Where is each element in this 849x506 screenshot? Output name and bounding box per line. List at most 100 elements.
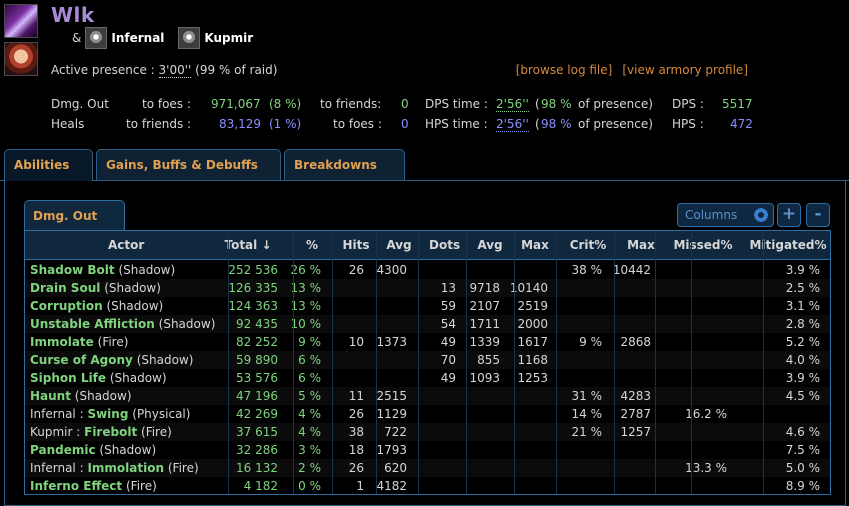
dots-cell: 49 [440,335,456,349]
ability-name[interactable]: Immolation [87,461,165,475]
hits-cell: 1 [356,479,364,493]
pets-line: & Infernal Kupmir [72,26,267,50]
column-separator [614,231,615,494]
ability-name[interactable]: Swing [87,407,129,421]
column-header-crit-pct[interactable]: Crit% [569,238,607,252]
percent-cell: 4 % [298,425,321,439]
table-row[interactable]: Infernal : Immolation (Fire) 16 132 2 % 26 6… [25,459,830,477]
ability-name[interactable]: Drain Soul [30,281,101,295]
total-cell: 124 363 [228,299,278,313]
table-row[interactable]: Inferno Effect (Fire) 4 182 0 % 1 4182 8.9 % [25,477,830,495]
column-header-total[interactable]: Total ↓ [224,238,272,252]
browse-log-link[interactable]: [browse log file] [515,63,613,77]
max-cell: 2787 [620,407,651,421]
percent-cell: 3 % [298,443,321,457]
spell-school: (Shadow) [109,371,167,385]
table-row[interactable]: Infernal : Swing (Physical) 42 269 4 % 26 11… [25,405,830,423]
gear-icon [753,207,769,223]
dot-max-cell: 2519 [517,299,548,313]
ability-name[interactable]: Shadow Bolt [30,263,115,277]
dots-cell: 59 [440,299,456,313]
total-cell: 82 252 [236,335,278,349]
columns-button[interactable]: Columns [677,203,774,227]
table-row[interactable]: Haunt (Shadow) 47 196 5 % 11 2515 31 % 4283 4.5… [25,387,830,405]
table-row[interactable]: Drain Soul (Shadow) 126 335 13 % 13 9718 1014… [25,279,830,297]
table-row[interactable]: Curse of Agony (Shadow) 59 890 6 % 70 855 116… [25,351,830,369]
ability-name[interactable]: Unstable Affliction [30,317,155,331]
mitigated-pct-cell: 8.9 % [785,479,820,493]
max-cell: 2868 [620,335,651,349]
column-header-hits[interactable]: Hits [342,238,370,252]
avg-cell: 1129 [376,407,407,421]
hps-time-label: HPS time : [425,117,488,131]
dmg-to-foes-label: to foes : [142,97,191,111]
spell-school: (Shadow) [106,299,164,313]
crit-pct-cell: 21 % [571,425,603,439]
tab-breakdowns[interactable]: Breakdowns [284,149,405,180]
column-header-dot-max[interactable]: Max [521,238,549,252]
column-header-mitigated-pct[interactable]: Mitigated% [749,238,827,252]
table-row[interactable]: Kupmir : Firebolt (Fire) 37 615 4 % 38 722 21… [25,423,830,441]
mitigated-pct-cell: 5.0 % [785,461,820,475]
avg-cell: 2515 [376,389,407,403]
remove-button[interactable]: - [806,203,830,227]
ability-name[interactable]: Curse of Agony [30,353,133,367]
dmg-to-friends-label: to friends: [320,97,382,111]
hits-cell: 11 [348,389,364,403]
percent-cell: 2 % [298,461,321,475]
pet-infernal-name[interactable]: Infernal [111,31,165,45]
armory-profile-link[interactable]: [view armory profile] [622,63,748,77]
avg-cell: 722 [384,425,407,439]
add-button[interactable]: + [777,203,801,227]
tab-gains-buffs-debuffs[interactable]: Gains, Buffs & Debuffs [96,149,281,180]
pet-kupmir-name[interactable]: Kupmir [204,31,254,45]
table-row[interactable]: Corruption (Shadow) 124 363 13 % 59 2107 2519… [25,297,830,315]
dot-avg-cell: 9718 [469,281,500,295]
table-row[interactable]: Siphon Life (Shadow) 53 576 6 % 49 1093 1253 3… [25,369,830,387]
column-separator [418,231,419,494]
dmg-to-foes-value: 971,067 [211,97,261,111]
column-header-percent[interactable]: % [305,238,319,252]
dps-value: 5517 [722,97,753,111]
crit-pct-cell: 9 % [579,335,602,349]
avg-cell: 1373 [376,335,407,349]
total-cell: 37 615 [236,425,278,439]
dps-time-value: 2'56'' [496,97,529,112]
table-row[interactable]: Pandemic (Shadow) 32 286 3 % 18 1793 7.5 % [25,441,830,459]
pet-owner-label: Infernal : [30,407,88,421]
column-separator [466,231,467,494]
heal-to-foes-value: 0 [401,117,409,131]
pet-infernal-icon[interactable] [85,27,108,49]
table-row[interactable]: Immolate (Fire) 82 252 9 % 10 1373 49 1339 1617… [25,333,830,351]
subtab-dmg-out[interactable]: Dmg. Out [24,200,125,231]
ability-name[interactable]: Haunt [30,389,71,403]
ability-name[interactable]: Immolate [30,335,94,349]
tab-abilities[interactable]: Abilities [4,149,93,182]
actor-cell: Curse of Agony (Shadow) [30,353,193,367]
ability-name[interactable]: Siphon Life [30,371,106,385]
max-cell: 1257 [620,425,651,439]
table-row[interactable]: Shadow Bolt (Shadow) 252 536 26 % 26 4300 38 … [25,261,830,279]
ability-name[interactable]: Inferno Effect [30,479,123,493]
column-header-dot-avg[interactable]: Avg [477,238,503,252]
actor-cell: Infernal : Immolation (Fire) [30,461,199,475]
column-header-missed-pct[interactable]: Missed% [673,238,733,252]
percent-cell: 0 % [298,479,321,493]
ability-name[interactable]: Pandemic [30,443,96,457]
percent-cell: 26 % [290,263,322,277]
column-header-actor[interactable]: Actor [108,238,145,252]
table-row[interactable]: Unstable Affliction (Shadow) 92 435 10 % 54… [25,315,830,333]
player-name: Wlk [51,3,95,27]
mitigated-pct-cell: 3.9 % [785,263,820,277]
dot-avg-cell: 855 [477,353,500,367]
column-header-dots[interactable]: Dots [429,238,461,252]
hps-time-value: 2'56'' [496,117,529,132]
pet-kupmir-icon[interactable] [178,27,201,49]
ability-name[interactable]: Firebolt [84,425,138,439]
column-header-avg[interactable]: Avg [386,238,412,252]
active-presence: Active presence : 3'00'' (99 % of raid) [51,63,278,78]
presence-raid: (99 % of raid) [195,63,278,77]
ability-name[interactable]: Corruption [30,299,103,313]
column-header-max[interactable]: Max [627,238,655,252]
percent-cell: 5 % [298,389,321,403]
